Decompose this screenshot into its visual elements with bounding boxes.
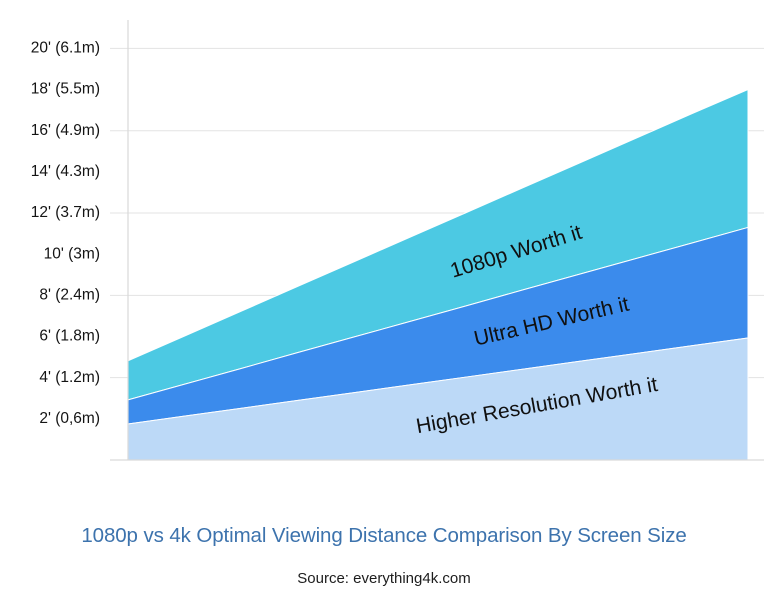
- chart-source-caption: Source: everything4k.com: [297, 570, 471, 587]
- area-bands-group: [127, 88, 749, 461]
- chart-title: 1080p vs 4k Optimal Viewing Distance Com…: [81, 524, 687, 547]
- axis-lines-group: [110, 20, 764, 461]
- area-chart-svg: 2' (0,6m) 4' (1.2m) 6' (1.8m) 8' (2.4m) 10' …: [31, 20, 764, 461]
- y-axis-tick-label: 10' (3m): [44, 245, 100, 262]
- y-axis-tick-label: 12' (3.7m): [31, 204, 100, 221]
- y-axis-tick-label: 4' (1.2m): [39, 369, 100, 386]
- y-axis-tick-labels: 2' (0,6m) 4' (1.2m) 6' (1.8m) 8' (2.4m) 10' …: [31, 39, 100, 426]
- plot-area: 2' (0,6m) 4' (1.2m) 6' (1.8m) 8' (2.4m) 10' …: [31, 20, 764, 461]
- y-axis-tick-label: 18' (5.5m): [31, 81, 100, 98]
- y-axis-tick-label: 20' (6.1m): [31, 39, 100, 56]
- y-axis-tick-label: 16' (4.9m): [31, 122, 100, 139]
- y-axis-tick-label: 8' (2.4m): [39, 286, 100, 303]
- y-axis-tick-label: 2' (0,6m): [39, 410, 100, 427]
- y-axis-tick-label: 6' (1.8m): [39, 328, 100, 345]
- y-axis-tick-label: 14' (4.3m): [31, 163, 100, 180]
